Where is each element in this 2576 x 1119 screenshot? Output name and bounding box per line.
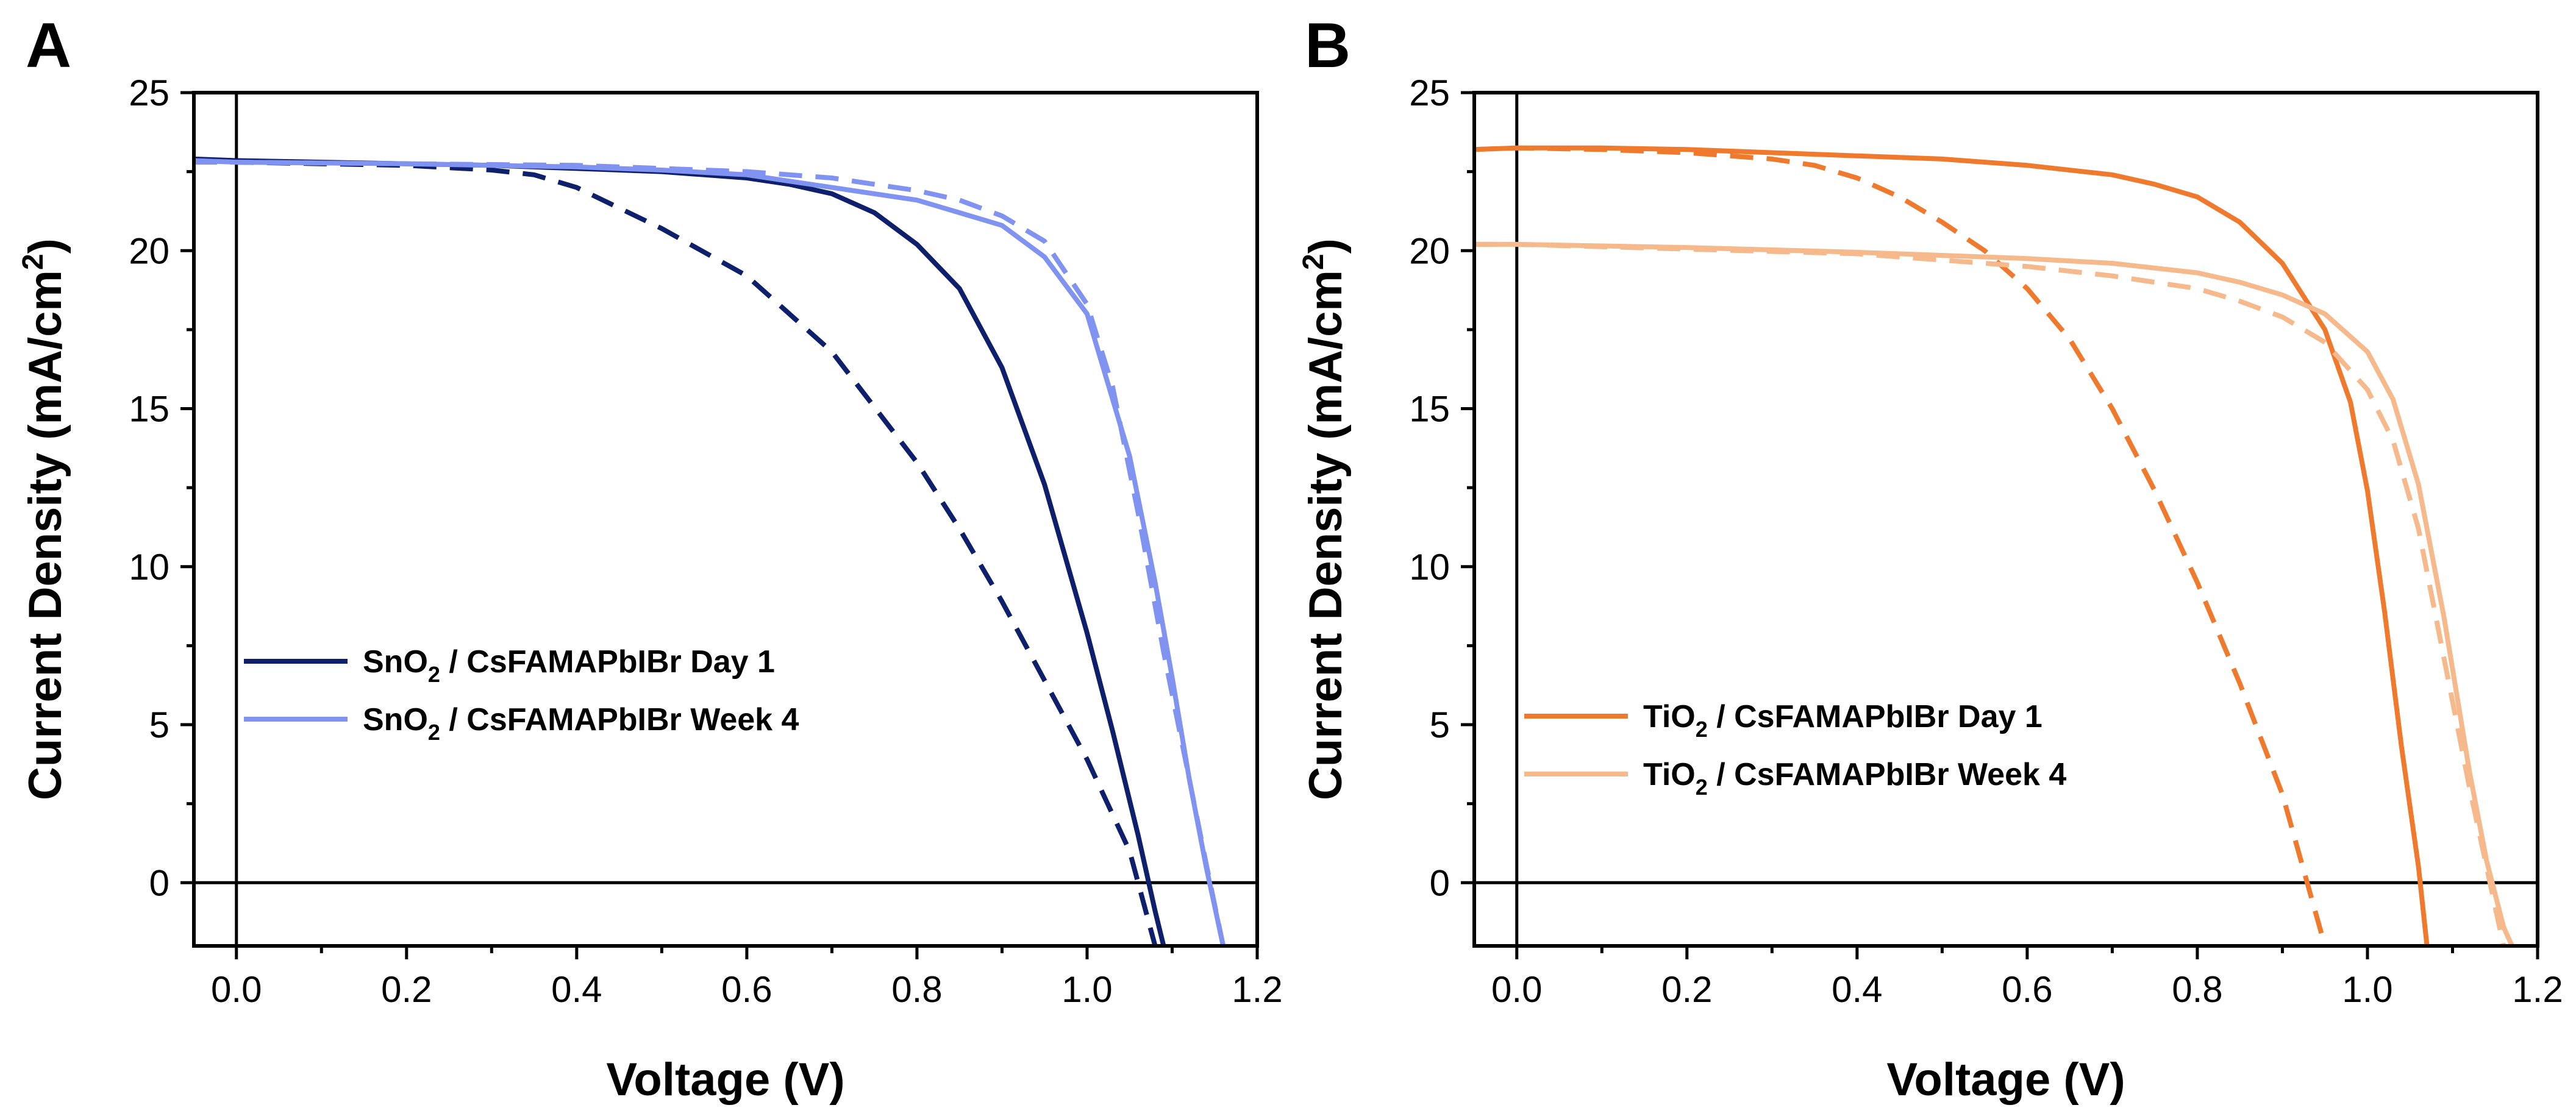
series-line-1-dashed [194, 158, 1158, 946]
y-tick-label: 5 [149, 705, 169, 745]
x-tick-label: 0.2 [1661, 969, 1712, 1010]
x-tick-label: 0.6 [721, 969, 772, 1010]
y-tick-label: 20 [1409, 230, 1450, 271]
series-line-0-solid [194, 156, 1166, 946]
x-tick-label: 0.2 [381, 969, 432, 1010]
x-axis-label: Voltage (V) [1886, 1054, 2125, 1106]
series-line-0-solid [1474, 145, 2430, 946]
chart-panel-a: 0.0 0.2 0.4 0.6 0.8 1.0 1.2 0 5 10 15 20 25 A Voltage … [17, 10, 1283, 1106]
legend-entry: SnO2 / CsFAMAPbIBr Day 1 [363, 644, 775, 687]
x-tick-label: 0.0 [211, 969, 262, 1010]
series-line-2-solid [1474, 241, 2514, 946]
legend-entry: SnO2 / CsFAMAPbIBr Week 4 [363, 702, 799, 745]
y-tick-label: 0 [1430, 862, 1450, 903]
y-tick-label: 25 [1409, 73, 1450, 113]
plot-frame [192, 91, 1259, 948]
x-tick-label: 1.2 [1232, 969, 1282, 1010]
x-tick-label: 0.4 [551, 969, 602, 1010]
y-tick-label: 10 [129, 547, 169, 588]
x-tick-label: 0.4 [1832, 969, 1882, 1010]
legend: TiO2 / CsFAMAPbIBr Day 1 TiO2 / CsFAMAPbI… [1524, 699, 2066, 800]
series-line-1-dashed [1474, 145, 2328, 946]
y-axis-label: Current Density (mA/cm2) [17, 238, 71, 800]
legend-entry: TiO2 / CsFAMAPbIBr Week 4 [1643, 757, 2066, 800]
x-tick-label: 0.8 [891, 969, 942, 1010]
x-tick-label: 0.6 [2002, 969, 2052, 1010]
y-tick-label: 0 [149, 862, 169, 903]
y-tick-label: 10 [1409, 547, 1450, 588]
series-line-2-solid [194, 158, 1226, 946]
y-tick-label: 25 [129, 73, 169, 113]
y-axis-label: Current Density (mA/cm2) [1297, 238, 1352, 800]
plot-frame [1472, 91, 2539, 948]
x-tick-label: 1.2 [2512, 969, 2563, 1010]
legend-entry: TiO2 / CsFAMAPbIBr Day 1 [1643, 699, 2043, 742]
x-tick-label: 0.8 [2172, 969, 2222, 1010]
panel-label: B [1305, 10, 1350, 81]
chart-panel-b: 0.0 0.2 0.4 0.6 0.8 1.0 1.2 0 5 10 15 20 25 B Voltage … [1297, 10, 2563, 1106]
x-tick-label: 1.0 [1061, 969, 1112, 1010]
y-tick-label: 15 [129, 389, 169, 430]
y-tick-label: 5 [1430, 705, 1450, 745]
legend: SnO2 / CsFAMAPbIBr Day 1 SnO2 / CsFAMAPbI… [244, 644, 799, 745]
x-tick-label: 1.0 [2342, 969, 2392, 1010]
series-line-3-dashed [194, 160, 1226, 946]
y-tick-label: 15 [1409, 389, 1450, 430]
x-axis-label: Voltage (V) [606, 1054, 844, 1106]
panel-label: A [26, 10, 71, 81]
series-line-3-dashed [1474, 241, 2506, 946]
y-tick-label: 20 [129, 230, 169, 271]
x-tick-label: 0.0 [1491, 969, 1542, 1010]
